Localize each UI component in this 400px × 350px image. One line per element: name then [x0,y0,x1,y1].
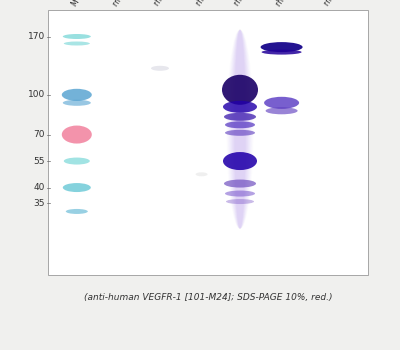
Text: 35: 35 [34,199,45,208]
Text: 170: 170 [28,32,45,41]
Ellipse shape [229,30,251,229]
Text: rh sKDR(D7): rh sKDR(D7) [153,0,187,8]
Text: rh sFLT-4(D7): rh sFLT-4(D7) [233,0,269,8]
Text: rm sFk-1: rm sFk-1 [111,0,138,8]
Ellipse shape [232,30,248,229]
Ellipse shape [222,75,258,105]
Text: 100: 100 [28,90,45,99]
Text: (anti-human VEGFR-1 [101-M24]; SDS-PAGE 10%, red.): (anti-human VEGFR-1 [101-M24]; SDS-PAGE … [84,293,332,302]
Ellipse shape [64,42,90,46]
Ellipse shape [261,42,303,52]
Bar [48,10,368,275]
Ellipse shape [63,34,91,39]
Text: 40: 40 [34,183,45,192]
Ellipse shape [226,199,254,204]
Ellipse shape [223,101,257,113]
Ellipse shape [62,126,92,144]
Ellipse shape [231,30,249,229]
Ellipse shape [64,158,90,164]
Ellipse shape [264,97,299,109]
Text: 55: 55 [34,156,45,166]
Text: rh sFlt-1: rh sFlt-1 [274,0,300,8]
Ellipse shape [228,30,252,229]
Ellipse shape [225,190,255,197]
Ellipse shape [224,113,256,121]
Ellipse shape [63,100,91,106]
Ellipse shape [63,183,91,192]
Ellipse shape [266,107,298,114]
Text: M: M [70,0,80,8]
Ellipse shape [230,30,250,229]
Ellipse shape [234,30,246,229]
Ellipse shape [62,89,92,101]
Ellipse shape [225,130,255,136]
Ellipse shape [196,172,208,176]
Ellipse shape [66,209,88,214]
Text: rm sFlt-1(D7)-Fc: rm sFlt-1(D7)-Fc [322,0,365,8]
Text: rh sFLT4(D7)-Fc: rh sFLT4(D7)-Fc [194,0,236,8]
Text: 70: 70 [34,130,45,139]
Ellipse shape [224,180,256,188]
Ellipse shape [151,66,169,71]
Ellipse shape [262,50,302,55]
Ellipse shape [233,30,247,229]
Ellipse shape [223,152,257,170]
Ellipse shape [225,121,255,128]
